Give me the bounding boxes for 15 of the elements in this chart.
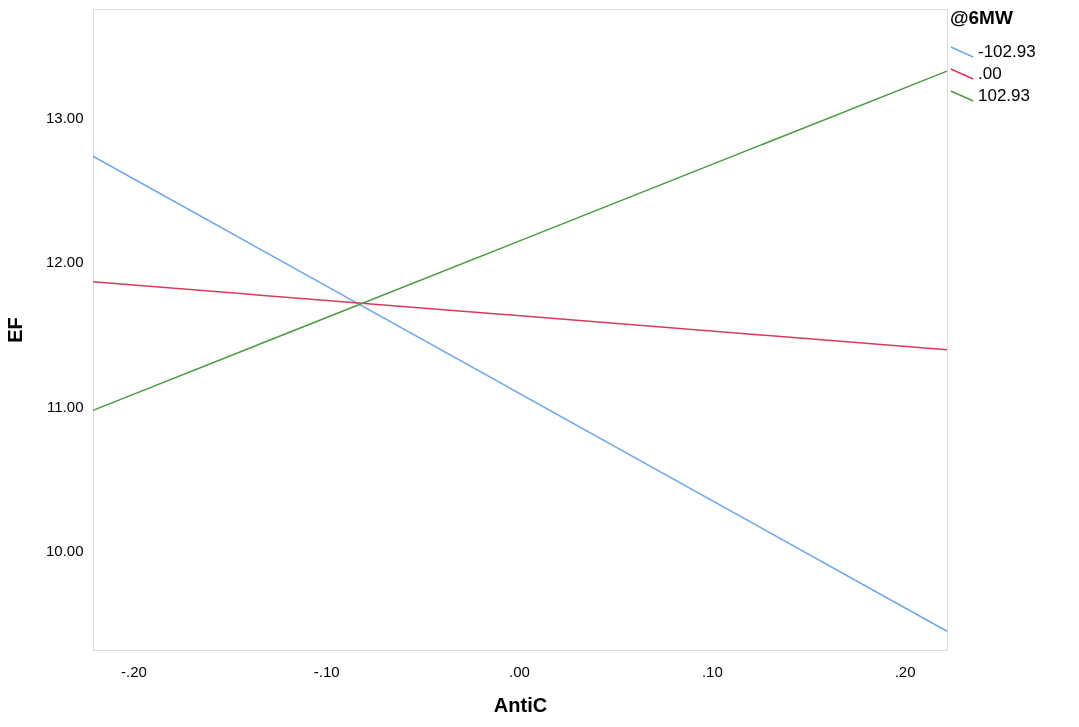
- y-tick-label: 11.00: [47, 397, 84, 415]
- legend-label: -102.93: [978, 42, 1036, 61]
- x-tick-label: -.10: [313, 662, 340, 680]
- x-tick-label: .10: [701, 662, 723, 680]
- legend-title: @6MW: [950, 7, 1013, 28]
- y-axis-title: EF: [3, 317, 26, 343]
- x-tick-label: .00: [509, 662, 530, 680]
- x-tick-label: -.20: [121, 662, 147, 680]
- legend-label: 102.93: [978, 86, 1030, 105]
- legend-label: .00: [978, 64, 1002, 83]
- x-axis-title: AntiC: [493, 693, 548, 716]
- y-tick-label: 13.00: [45, 108, 84, 126]
- y-tick-label: 12.00: [45, 253, 84, 271]
- y-tick-label: 10.00: [45, 541, 84, 559]
- x-tick-label: .20: [894, 662, 916, 680]
